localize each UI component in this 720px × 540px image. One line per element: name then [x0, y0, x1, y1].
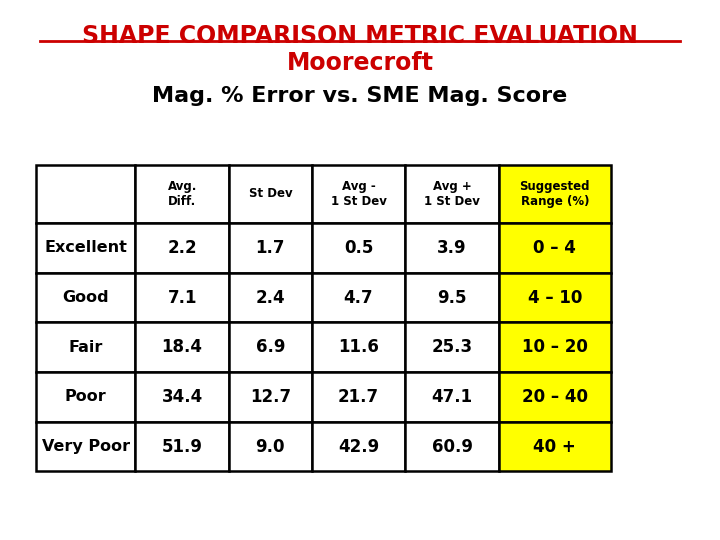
Bar: [499, 165, 611, 223]
Bar: [36, 165, 135, 223]
Bar: [229, 165, 312, 223]
Bar: [499, 223, 611, 273]
Text: 3.9: 3.9: [437, 239, 467, 257]
Bar: [312, 165, 405, 223]
Bar: [36, 322, 135, 372]
Bar: [229, 372, 312, 422]
Bar: [405, 165, 499, 223]
Bar: [312, 422, 405, 471]
Bar: [135, 322, 229, 372]
Bar: [135, 372, 229, 422]
Text: 42.9: 42.9: [338, 437, 379, 456]
Text: Poor: Poor: [65, 389, 107, 404]
Text: 9.5: 9.5: [438, 288, 467, 307]
Text: 1.7: 1.7: [256, 239, 285, 257]
Text: 4.7: 4.7: [343, 288, 374, 307]
Bar: [312, 223, 405, 273]
Text: 10 – 20: 10 – 20: [522, 338, 588, 356]
Bar: [135, 273, 229, 322]
Text: Suggested
Range (%): Suggested Range (%): [520, 180, 590, 208]
Text: Avg +
1 St Dev: Avg + 1 St Dev: [424, 180, 480, 208]
Text: 7.1: 7.1: [168, 288, 197, 307]
Text: 9.0: 9.0: [256, 437, 285, 456]
Bar: [36, 223, 135, 273]
Bar: [229, 273, 312, 322]
Bar: [499, 422, 611, 471]
Text: 18.4: 18.4: [162, 338, 202, 356]
Text: St Dev: St Dev: [248, 187, 292, 200]
Text: Avg -
1 St Dev: Avg - 1 St Dev: [330, 180, 387, 208]
Text: 0.5: 0.5: [344, 239, 373, 257]
Text: 0 – 4: 0 – 4: [534, 239, 576, 257]
Text: Mag. % Error vs. SME Mag. Score: Mag. % Error vs. SME Mag. Score: [153, 86, 567, 106]
Bar: [312, 372, 405, 422]
Bar: [36, 372, 135, 422]
Text: 2.2: 2.2: [167, 239, 197, 257]
Bar: [405, 372, 499, 422]
Text: 4 – 10: 4 – 10: [528, 288, 582, 307]
Text: 34.4: 34.4: [161, 388, 203, 406]
Text: 21.7: 21.7: [338, 388, 379, 406]
Bar: [36, 273, 135, 322]
Bar: [499, 273, 611, 322]
Text: Excellent: Excellent: [44, 240, 127, 255]
Text: 60.9: 60.9: [432, 437, 472, 456]
Bar: [405, 322, 499, 372]
Bar: [499, 372, 611, 422]
Text: Avg.
Diff.: Avg. Diff.: [168, 180, 197, 208]
Text: Very Poor: Very Poor: [42, 439, 130, 454]
Text: Good: Good: [63, 290, 109, 305]
Text: 51.9: 51.9: [162, 437, 202, 456]
Text: Moorecroft: Moorecroft: [287, 51, 433, 75]
Bar: [405, 422, 499, 471]
Text: Fair: Fair: [68, 340, 103, 355]
Text: 11.6: 11.6: [338, 338, 379, 356]
Bar: [499, 322, 611, 372]
Text: 2.4: 2.4: [256, 288, 285, 307]
Bar: [229, 422, 312, 471]
Bar: [405, 273, 499, 322]
Bar: [312, 273, 405, 322]
Text: 40 +: 40 +: [534, 437, 576, 456]
Bar: [36, 422, 135, 471]
Text: 47.1: 47.1: [431, 388, 473, 406]
Bar: [312, 322, 405, 372]
Bar: [135, 422, 229, 471]
Bar: [229, 223, 312, 273]
Bar: [405, 223, 499, 273]
Text: 6.9: 6.9: [256, 338, 285, 356]
Bar: [135, 223, 229, 273]
Text: 12.7: 12.7: [250, 388, 291, 406]
Text: 25.3: 25.3: [431, 338, 473, 356]
Bar: [135, 165, 229, 223]
Bar: [229, 322, 312, 372]
Text: 20 – 40: 20 – 40: [522, 388, 588, 406]
Text: SHAPE COMPARISON METRIC EVALUATION: SHAPE COMPARISON METRIC EVALUATION: [82, 24, 638, 48]
